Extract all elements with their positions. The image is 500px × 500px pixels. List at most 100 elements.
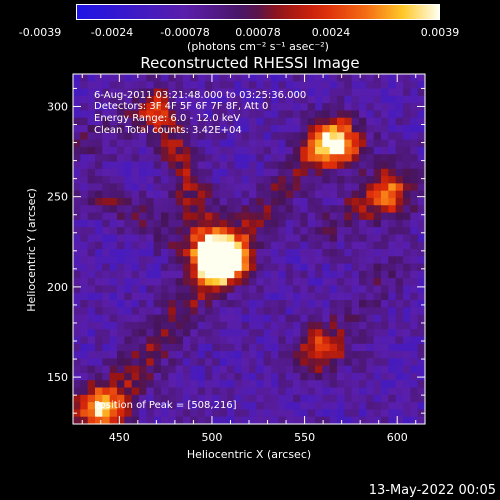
heatmap-cell	[227, 321, 235, 330]
heatmap-cell	[410, 307, 419, 316]
heatmap-cell	[359, 249, 367, 257]
heatmap-cell	[395, 103, 404, 112]
heatmap-cell	[395, 336, 404, 345]
heatmap-cell	[315, 307, 323, 316]
heatmap-cell	[388, 205, 397, 214]
heatmap-cell	[234, 365, 243, 374]
heatmap-cell	[219, 416, 228, 425]
heatmap-cell	[117, 88, 125, 97]
heatmap-cell	[410, 402, 419, 411]
heatmap-cell	[285, 256, 294, 265]
heatmap-cell	[175, 241, 184, 250]
heatmap-cell	[95, 110, 103, 119]
heatmap-cell	[359, 241, 367, 250]
heatmap-cell	[205, 343, 213, 352]
heatmap-cell	[234, 168, 243, 177]
heatmap-cell	[234, 103, 243, 112]
heatmap-cell	[337, 270, 345, 279]
heatmap-cell	[87, 154, 96, 163]
heatmap-cell	[373, 343, 382, 352]
heatmap-cell	[278, 300, 287, 308]
heatmap-cell	[293, 387, 301, 396]
heatmap-cell	[395, 270, 404, 279]
heatmap-cell	[417, 234, 426, 243]
heatmap-cell	[124, 307, 133, 316]
heatmap-cell	[102, 394, 111, 403]
heatmap-cell	[183, 387, 191, 396]
heatmap-cell	[153, 365, 162, 374]
heatmap-cell	[388, 358, 397, 367]
heatmap-cell	[337, 234, 345, 243]
heatmap-cell	[219, 336, 228, 345]
heatmap-cell	[395, 365, 404, 374]
heatmap-cell	[373, 212, 382, 221]
heatmap-cell	[417, 190, 426, 199]
heatmap-cell	[80, 372, 89, 381]
heatmap-cell	[241, 168, 250, 177]
heatmap-cell	[381, 278, 389, 287]
heatmap-cell	[293, 227, 301, 236]
heatmap-cell	[234, 227, 243, 236]
heatmap-cell	[373, 103, 382, 112]
heatmap-cell	[293, 95, 301, 104]
heatmap-cell	[139, 409, 147, 418]
heatmap-cell	[388, 307, 397, 316]
heatmap-cell	[300, 176, 309, 184]
heatmap-cell	[263, 190, 272, 199]
heatmap-cell	[366, 278, 375, 287]
heatmap-cell	[102, 88, 111, 97]
heatmap-cell	[293, 74, 301, 82]
heatmap-cell	[403, 117, 411, 126]
heatmap-cell	[219, 278, 228, 287]
heatmap-cell	[278, 117, 287, 126]
heatmap-cell	[329, 81, 338, 90]
heatmap-cell	[395, 117, 404, 126]
heatmap-cell	[146, 387, 155, 396]
heatmap-cell	[161, 336, 169, 345]
heatmap-cell	[359, 336, 367, 345]
heatmap-cell	[344, 205, 353, 214]
heatmap-cell	[381, 205, 389, 214]
heatmap-cell	[337, 256, 345, 265]
heatmap-cell	[205, 132, 213, 141]
heatmap-cell	[322, 358, 331, 367]
heatmap-cell	[366, 168, 375, 177]
heatmap-cell	[109, 176, 118, 184]
heatmap-cell	[153, 300, 162, 308]
heatmap-cell	[212, 74, 221, 82]
heatmap-cell	[87, 343, 96, 352]
heatmap-cell	[395, 409, 404, 418]
heatmap-cell	[197, 132, 206, 141]
heatmap-cell	[293, 336, 301, 345]
heatmap-cell	[234, 74, 243, 82]
heatmap-cell	[234, 219, 243, 228]
heatmap-cell	[168, 270, 177, 279]
heatmap-cell	[109, 168, 118, 177]
heatmap-cell	[153, 110, 162, 119]
heatmap-cell	[161, 183, 169, 192]
heatmap-cell	[131, 103, 140, 112]
heatmap-cell	[307, 365, 316, 374]
heatmap-cell	[271, 74, 279, 82]
heatmap-cell	[271, 146, 279, 155]
heatmap-cell	[278, 88, 287, 97]
heatmap-cell	[381, 241, 389, 250]
heatmap-cell	[388, 81, 397, 90]
heatmap-cell	[410, 117, 419, 126]
heatmap-cell	[293, 110, 301, 119]
heatmap-cell	[102, 132, 111, 141]
heatmap-cell	[219, 176, 228, 184]
heatmap-cell	[271, 125, 279, 133]
heatmap-cell	[256, 351, 265, 359]
heatmap-cell	[219, 227, 228, 236]
heatmap-cell	[249, 387, 257, 396]
heatmap-cell	[359, 372, 367, 381]
heatmap-cell	[417, 329, 426, 338]
heatmap-cell	[124, 321, 133, 330]
heatmap-cell	[344, 110, 353, 119]
heatmap-cell	[395, 125, 404, 133]
heatmap-cell	[219, 249, 228, 257]
heatmap-cell	[80, 74, 89, 82]
heatmap-cell	[344, 95, 353, 104]
heatmap-cell	[205, 336, 213, 345]
